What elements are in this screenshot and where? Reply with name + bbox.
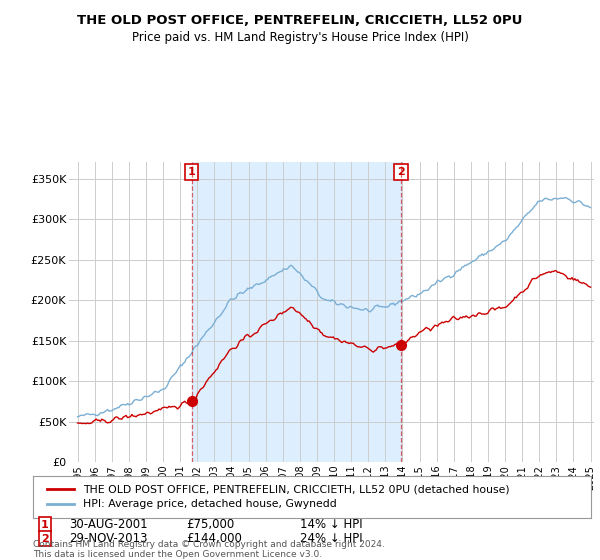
Text: THE OLD POST OFFICE, PENTREFELIN, CRICCIETH, LL52 0PU: THE OLD POST OFFICE, PENTREFELIN, CRICCI… xyxy=(77,14,523,27)
Text: Contains HM Land Registry data © Crown copyright and database right 2024.
This d: Contains HM Land Registry data © Crown c… xyxy=(33,540,385,559)
Text: 29-NOV-2013: 29-NOV-2013 xyxy=(69,532,148,545)
Text: £144,000: £144,000 xyxy=(186,532,242,545)
Text: 30-AUG-2001: 30-AUG-2001 xyxy=(69,518,148,531)
Text: Price paid vs. HM Land Registry's House Price Index (HPI): Price paid vs. HM Land Registry's House … xyxy=(131,31,469,44)
Legend: THE OLD POST OFFICE, PENTREFELIN, CRICCIETH, LL52 0PU (detached house), HPI: Ave: THE OLD POST OFFICE, PENTREFELIN, CRICCI… xyxy=(44,481,513,513)
Text: 1: 1 xyxy=(188,167,196,177)
Text: £75,000: £75,000 xyxy=(186,518,234,531)
Text: 2: 2 xyxy=(41,534,49,544)
Text: 1: 1 xyxy=(41,520,49,530)
Text: 2: 2 xyxy=(397,167,405,177)
Text: 14% ↓ HPI: 14% ↓ HPI xyxy=(300,518,362,531)
Bar xyxy=(191,162,401,462)
Text: 24% ↓ HPI: 24% ↓ HPI xyxy=(300,532,362,545)
